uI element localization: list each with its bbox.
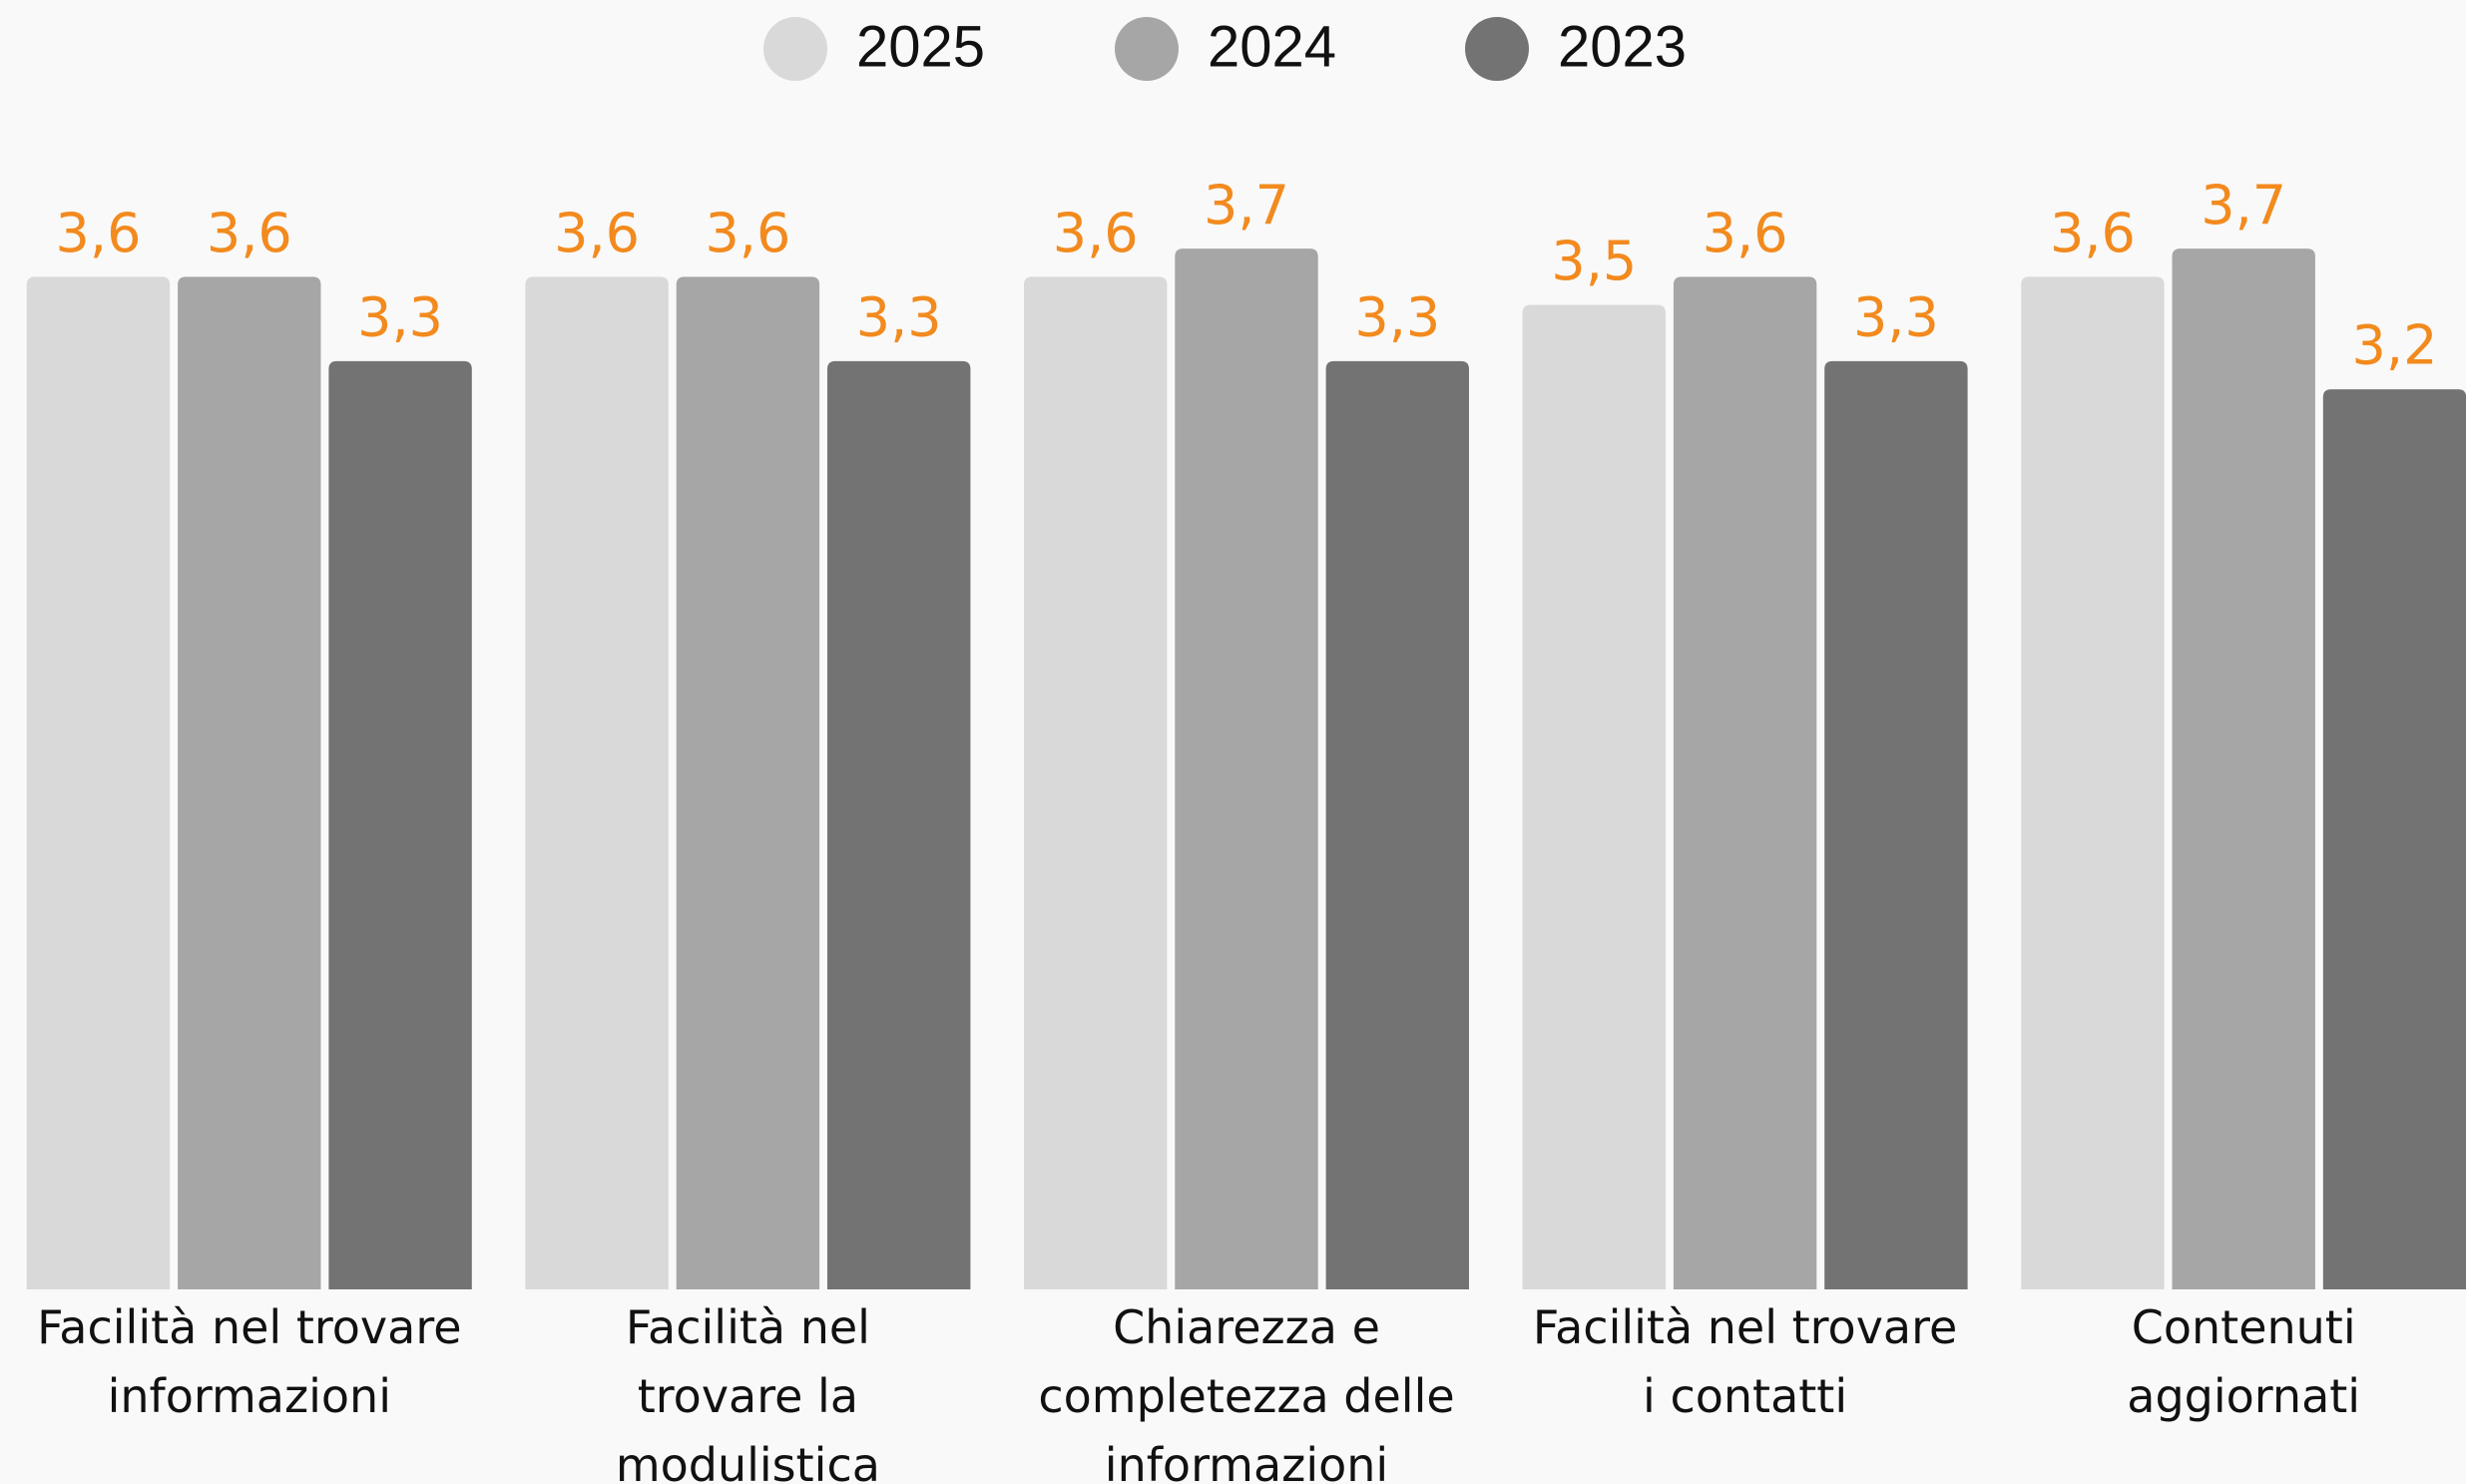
value-label: 3,6	[554, 202, 640, 264]
value-label: 3,3	[1354, 286, 1440, 349]
bar	[1522, 304, 1666, 1289]
legend-swatch	[763, 17, 827, 81]
bar	[1673, 276, 1817, 1290]
value-label: 3,3	[856, 286, 942, 349]
value-label: 3,3	[1853, 286, 1939, 349]
value-label: 3,6	[1703, 202, 1788, 264]
bar	[1024, 276, 1168, 1290]
bar	[827, 360, 971, 1289]
legend-label: 2023	[1558, 14, 1687, 79]
bar	[26, 276, 171, 1290]
value-label: 3,7	[2201, 174, 2286, 237]
bar	[328, 360, 472, 1289]
x-tick-label: Facilità nel trovare i contatti	[1532, 1300, 1958, 1423]
value-label: 3,3	[357, 286, 443, 349]
x-tick-label: Facilità nel trovare la modulistica	[615, 1300, 880, 1484]
x-tick-label: Chiarezza e completezza delle informazio…	[1038, 1300, 1455, 1484]
bar	[2172, 248, 2315, 1289]
bar	[1175, 248, 1318, 1289]
bar	[178, 276, 321, 1290]
value-label: 3,7	[1204, 174, 1289, 237]
bar	[2322, 389, 2466, 1289]
bar	[525, 276, 669, 1290]
value-label: 3,2	[2352, 314, 2438, 377]
legend-label: 2025	[856, 14, 985, 79]
x-tick-label: Contenuti aggiornati	[2127, 1300, 2361, 1423]
legend-swatch	[1465, 17, 1529, 81]
bar	[676, 276, 820, 1290]
bar	[1824, 360, 1968, 1289]
value-label: 3,6	[705, 202, 790, 264]
bar	[1325, 360, 1469, 1289]
value-label: 3,5	[1551, 230, 1637, 292]
legend-swatch	[1115, 17, 1179, 81]
x-tick-label: Facilità nel trovare informazioni	[37, 1300, 462, 1423]
bar	[2021, 276, 2165, 1290]
value-label: 3,6	[56, 202, 142, 264]
legend-label: 2024	[1208, 14, 1336, 79]
value-label: 3,6	[1053, 202, 1139, 264]
value-label: 3,6	[207, 202, 292, 264]
value-label: 3,6	[2050, 202, 2136, 264]
